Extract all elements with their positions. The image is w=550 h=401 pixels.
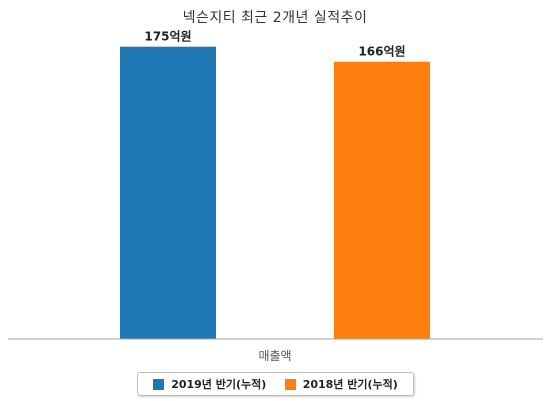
bar-2019[interactable] [120, 46, 216, 340]
chart-title: 넥슨지티 최근 2개년 실적추이 [182, 10, 368, 26]
legend-swatch-2018 [284, 378, 296, 390]
legend-swatch-2019 [153, 378, 165, 390]
legend-item-2019[interactable]: 2019년 반기(누적) [153, 376, 266, 392]
bar-2018[interactable] [334, 61, 430, 339]
data-label-2019: 175억원 [144, 30, 191, 44]
category-label: 매출액 [258, 349, 291, 363]
legend-label-2018: 2018년 반기(누적) [302, 378, 398, 391]
legend-label-2019: 2019년 반기(누적) [171, 378, 267, 391]
legend-item-2018[interactable]: 2018년 반기(누적) [284, 376, 398, 392]
legend: 2019년 반기(누적) 2018년 반기(누적) [137, 372, 414, 396]
data-label-2018: 166억원 [358, 45, 405, 59]
